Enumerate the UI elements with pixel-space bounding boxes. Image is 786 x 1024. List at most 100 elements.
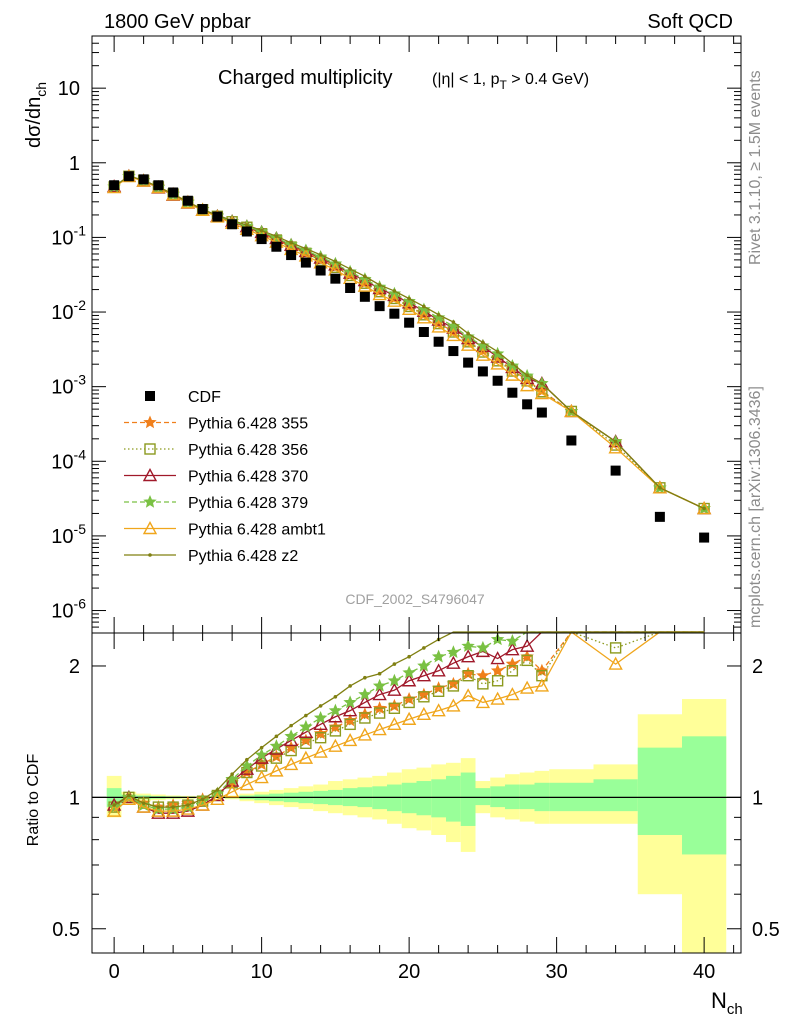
ratio-point-pythia-6-428-ambt1 [165,803,181,817]
legend: CDF Pythia 6.428 355 Pythia 6.428 356 Pythi… [124,389,326,565]
y-axis-label-main: dσ/dnch [23,82,49,148]
x-tick-label: 0 [109,961,120,983]
data-point-cdf [168,187,179,198]
legend-label: Pythia 6.428 z2 [188,548,298,565]
data-point-cdf [536,407,547,418]
uncertainty-band-green [682,736,727,855]
ratio-point-pythia-6-428-ambt1 [490,691,505,705]
ratio-point-pythia-6-428-379 [505,634,520,647]
y-tick-label: 10-5 [51,521,86,548]
ratio-line-pythia-6-428-379 [113,631,705,810]
ratio-point-pythia-6-428-370 [342,703,358,717]
ratio-point-pythia-6-428-356 [373,707,386,719]
ratio-point-pythia-6-428-ambt1 [534,678,550,692]
ratio-point-pythia-6-428-356 [477,678,489,690]
data-point-cdf [123,171,134,182]
ratio-point-pythia-6-428-379 [431,649,446,663]
data-point-pythia-6-428-ambt1 [475,347,491,361]
data-point-cdf [359,291,370,302]
ratio-line-pythia-6-428-355 [113,631,705,808]
ratio-point-pythia-6-428-370 [357,694,373,709]
ratio-point-pythia-6-428-379 [328,703,343,717]
ratio-point-pythia-6-428-356 [344,718,356,731]
ratio-point-pythia-6-428-ambt1 [136,799,151,813]
ratio-point-pythia-6-428-ambt1 [313,744,328,758]
ratio-point-pythia-6-428-379 [387,673,402,687]
ratio-point-pythia-6-428-370 [372,687,387,701]
data-point-cdf [241,226,252,237]
data-point-pythia-6-428-z2 [274,234,279,239]
data-point-cdf [477,366,488,377]
uncertainty-band-green [490,786,505,808]
x-tick-label: 10 [251,961,273,983]
uncertainty-band-green [637,747,682,835]
ratio-tick-label: 2 [69,656,80,678]
ratio-point-pythia-6-428-356 [329,725,342,737]
data-point-cdf [138,174,149,185]
data-point-cdf [197,204,208,215]
ratio-point-pythia-6-428-z2 [215,788,220,792]
ratio-point-pythia-6-428-356 [491,675,504,687]
legend-label: Pythia 6.428 379 [188,495,308,512]
ratio-point-pythia-6-428-379 [313,710,328,724]
x-tick-label: 20 [398,961,420,983]
ratio-point-pythia-6-428-379 [358,687,372,701]
data-point-pythia-6-428-z2 [245,223,249,227]
data-point-cdf [227,219,238,230]
data-point-pythia-6-428-ambt1 [372,287,387,301]
ratio-point-pythia-6-428-z2 [289,723,293,728]
ratio-point-pythia-6-428-ambt1 [387,716,402,731]
data-point-cdf [610,465,621,476]
ratio-point-pythia-6-428-z2 [200,797,205,802]
ratio-point-pythia-6-428-356 [521,654,533,667]
ratio-point-pythia-6-428-ambt1 [505,687,520,701]
ratio-point-pythia-6-428-356 [388,702,401,714]
series-line-pythia-6-428-z2 [113,175,705,510]
ratio-point-pythia-6-428-ambt1 [298,750,314,764]
data-point-cdf [566,435,577,446]
ratio-point-pythia-6-428-370 [401,673,417,687]
ratio-point-pythia-6-428-370 [313,716,328,731]
ratio-point-pythia-6-428-ambt1 [519,680,535,694]
ratio-line-pythia-6-428-z2 [113,631,705,808]
ratio-point-pythia-6-428-370 [387,682,402,696]
ratio-point-pythia-6-428-ambt1 [269,763,284,777]
data-point-pythia-6-428-z2 [318,253,323,257]
data-point-pythia-6-428-z2 [363,274,367,279]
ratio-point-pythia-6-428-356 [609,642,622,654]
ratio-point-pythia-6-428-z2 [392,662,397,666]
legend-marker [142,468,158,482]
ratio-tick-label-right: 0.5 [752,919,780,941]
ratio-tick-label-right: 2 [752,656,763,678]
data-point-pythia-6-428-ambt1 [416,310,432,324]
data-point-cdf [389,308,400,319]
ratio-point-pythia-6-428-379 [269,739,284,752]
main-frame [91,35,742,634]
ratio-point-pythia-6-428-z2 [245,757,249,762]
legend-label: Pythia 6.428 355 [188,416,308,433]
data-point-cdf [448,346,459,357]
data-point-pythia-6-428-ambt1 [401,301,417,316]
uncertainty-band-green [401,782,417,814]
ratio-point-pythia-6-428-ambt1 [283,756,299,771]
ratio-point-pythia-6-428-356 [359,712,371,724]
ratio-point-pythia-6-428-ambt1 [239,777,255,791]
ratio-point-pythia-6-428-z2 [377,671,382,676]
ratio-point-pythia-6-428-370 [416,668,432,682]
legend-marker [143,494,157,508]
ratio-point-pythia-6-428-379 [446,645,461,658]
y-tick-label: 10-6 [51,596,86,623]
legend-label: Pythia 6.428 370 [188,469,308,486]
data-point-pythia-6-428-z2 [569,409,574,414]
ratio-point-pythia-6-428-ambt1 [224,784,240,798]
ratio-point-pythia-6-428-z2 [422,646,426,650]
ratio-point-pythia-6-428-356 [418,691,430,703]
data-point-pythia-6-428-ambt1 [564,403,579,418]
data-point-cdf [522,399,533,410]
ratio-point-pythia-6-428-ambt1 [328,738,343,752]
data-point-pythia-6-428-z2 [392,289,397,293]
ratio-point-pythia-6-428-356 [403,696,415,709]
legend-label: Pythia 6.428 356 [188,442,308,459]
uncertainty-band-green [446,775,461,822]
ratio-point-pythia-6-428-z2 [304,713,308,718]
